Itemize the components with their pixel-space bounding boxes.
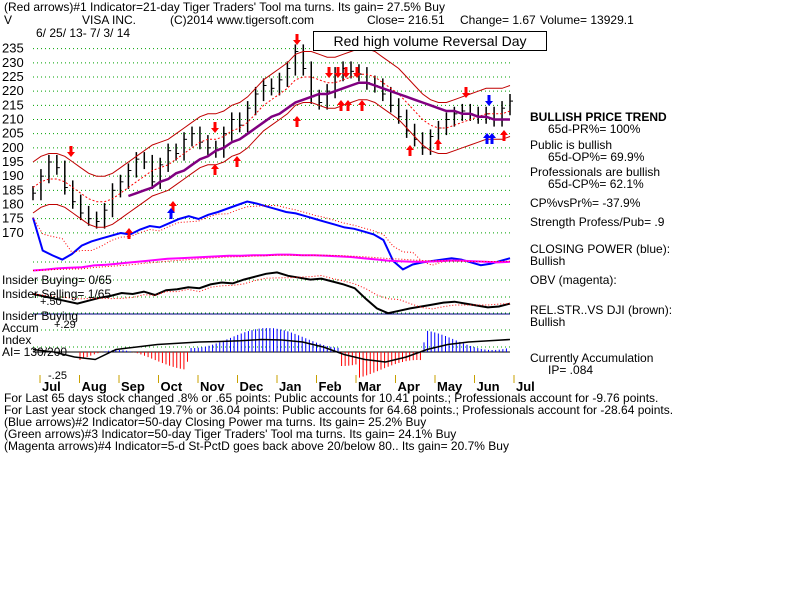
month-label: Apr bbox=[398, 379, 420, 394]
red-sell-arrow bbox=[211, 122, 219, 133]
month-label: Aug bbox=[82, 379, 107, 394]
date-range: 6/ 25/ 13- 7/ 3/ 14 bbox=[36, 26, 131, 40]
y-tick-label: 215 bbox=[2, 97, 24, 112]
obv-line bbox=[32, 253, 511, 272]
month-label: Dec bbox=[240, 379, 264, 394]
month-label: Jul bbox=[42, 379, 61, 394]
blue-buy-arrow bbox=[488, 133, 496, 144]
closing-power-value: Bullish bbox=[530, 254, 566, 268]
month-label: May bbox=[437, 379, 463, 394]
closing-power-ma-line bbox=[32, 204, 510, 266]
indicator1-header: (Red arrows)#1 Indicator=21-day Tiger Tr… bbox=[4, 0, 445, 14]
y-tick-label: 225 bbox=[2, 69, 24, 84]
accum-index-line bbox=[32, 338, 511, 363]
relstr-line bbox=[32, 271, 511, 315]
red-buy-arrow bbox=[500, 130, 508, 141]
y-tick-label: 210 bbox=[2, 112, 24, 127]
y-tick-label: 190 bbox=[2, 168, 24, 183]
red-buy-arrow bbox=[293, 116, 301, 127]
red-buy-arrow bbox=[169, 201, 177, 212]
cp-vs-pr: CP%vsPr%= -37.9% bbox=[530, 196, 641, 210]
red-sell-arrow bbox=[342, 67, 350, 78]
ticker-symbol: V bbox=[4, 13, 13, 27]
blue-buy-arrow bbox=[483, 133, 491, 144]
insider-buying: Insider Buying= 0/65 bbox=[2, 273, 112, 287]
footer-blue-arrows: (Blue arrows)#2 Indicator=50-day Closing… bbox=[4, 415, 427, 429]
red-buy-arrow bbox=[434, 139, 442, 150]
y-tick-label: 205 bbox=[2, 126, 24, 141]
trend-title: BULLISH PRICE TREND bbox=[530, 110, 667, 124]
strength-ratio: Strength Profess/Pub= .9 bbox=[530, 215, 665, 229]
plus-50-label: +.50 bbox=[40, 296, 62, 308]
volume-value: Volume= 13929.1 bbox=[540, 13, 634, 27]
y-tick-label: 175 bbox=[2, 211, 24, 226]
relstr-value: Bullish bbox=[530, 315, 566, 329]
accum-status: Currently Accumulation bbox=[530, 351, 654, 365]
minus-25-label: -.25 bbox=[48, 370, 67, 382]
red-buy-arrow bbox=[406, 145, 414, 156]
close-value: Close= 216.51 bbox=[367, 13, 445, 27]
red-buy-arrow bbox=[211, 164, 219, 175]
red-buy-arrow bbox=[337, 100, 345, 111]
red-sell-arrow bbox=[67, 146, 75, 157]
footer-green-arrows: (Green arrows)#3 Indicator=50-day Tiger … bbox=[4, 427, 457, 441]
red-sell-arrow bbox=[353, 67, 361, 78]
red-sell-arrow bbox=[462, 87, 470, 98]
ma50-line bbox=[127, 81, 510, 198]
ai-value: AI= 130/200 bbox=[2, 345, 68, 359]
red-buy-arrow bbox=[125, 228, 133, 239]
insider-selling: Insider Selling= 1/65 bbox=[2, 287, 112, 301]
y-tick-label: 170 bbox=[2, 225, 24, 240]
y-tick-label: 230 bbox=[2, 55, 24, 70]
closing-power-label: CLOSING POWER (blue): bbox=[530, 242, 671, 256]
y-tick-label: 195 bbox=[2, 154, 24, 169]
pr-value: 65d-PR%= 100% bbox=[548, 122, 641, 136]
copyright: (C)2014 www.tigersoft.com bbox=[170, 13, 315, 27]
obv-label: OBV (magenta): bbox=[530, 273, 617, 287]
index-label: Index bbox=[2, 333, 32, 347]
ip-value: IP= .084 bbox=[548, 363, 594, 377]
cp-value: 65d-CP%= 62.1% bbox=[548, 177, 644, 191]
y-tick-label: 180 bbox=[2, 197, 24, 212]
red-buy-arrow bbox=[358, 100, 366, 111]
company-name: VISA INC. bbox=[82, 13, 137, 27]
upper-band-line bbox=[32, 48, 511, 177]
lower-band-line bbox=[32, 99, 511, 228]
red-sell-arrow bbox=[334, 67, 342, 78]
month-label: Jul bbox=[516, 379, 535, 394]
reversal-day-banner: Red high volume Reversal Day bbox=[313, 31, 547, 51]
red-sell-arrow bbox=[293, 34, 301, 45]
month-label: Jan bbox=[279, 379, 301, 394]
month-label: Feb bbox=[319, 379, 342, 394]
insider-buying-2: Insider Buying bbox=[2, 309, 79, 323]
accum-label: Accum bbox=[2, 321, 39, 335]
month-label: Nov bbox=[200, 379, 225, 394]
red-buy-arrow bbox=[344, 100, 352, 111]
op-value: 65d-OP%= 69.9% bbox=[548, 150, 645, 164]
plus-29-label: +.29 bbox=[54, 319, 76, 331]
relstr-label: REL.STR..VS DJI (brown): bbox=[530, 303, 673, 317]
y-tick-label: 220 bbox=[2, 83, 24, 98]
month-label: Mar bbox=[358, 379, 381, 394]
y-tick-label: 200 bbox=[2, 140, 24, 155]
prof-title: Professionals are bullish bbox=[530, 165, 661, 179]
footer-65day: For Last 65 days stock changed .8% or .6… bbox=[4, 391, 659, 405]
red-sell-arrow bbox=[325, 67, 333, 78]
blue-sell-arrow bbox=[485, 95, 493, 106]
red-buy-arrow bbox=[233, 156, 241, 167]
month-label: Jun bbox=[477, 379, 500, 394]
ma21-line bbox=[32, 73, 511, 203]
footer-year: For Last year stock changed 19.7% or 36.… bbox=[4, 403, 674, 417]
footer-magenta-arrows: (Magenta arrows)#4 Indicator=5-d St-PctD… bbox=[4, 439, 509, 453]
change-value: Change= 1.67 bbox=[460, 13, 536, 27]
month-label: Sep bbox=[121, 379, 145, 394]
blue-buy-arrow bbox=[167, 208, 175, 219]
y-tick-label: 235 bbox=[2, 41, 24, 56]
y-tick-label: 185 bbox=[2, 182, 24, 197]
month-label: Oct bbox=[161, 379, 183, 394]
public-title: Public is bullish bbox=[530, 138, 613, 152]
